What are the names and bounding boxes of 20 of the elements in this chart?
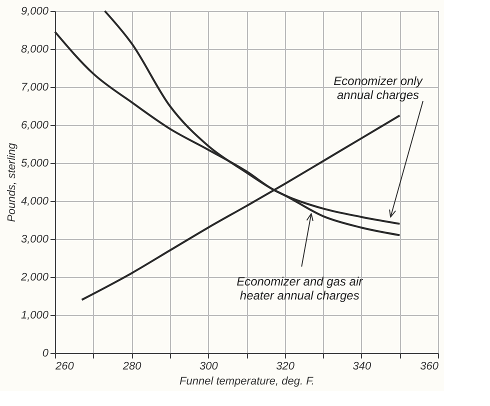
y-tick-label: 5,000 — [20, 158, 50, 170]
annotation: Economizer only annual charges — [334, 74, 424, 102]
y-tick-label: 3,000 — [20, 234, 50, 246]
y-tick-label: 6,000 — [20, 120, 50, 132]
x-tick-label: 360 — [420, 360, 440, 372]
x-tick-label: 280 — [122, 360, 142, 372]
y-tick-label: 8,000 — [20, 44, 50, 56]
y-axis-title: Pounds, sterling — [6, 142, 18, 222]
x-tick-label: 300 — [200, 360, 219, 372]
y-tick-label: 1,000 — [20, 310, 50, 322]
y-tick-label: 0 — [42, 348, 50, 360]
x-axis-title: Funnel temperature, deg. F. — [180, 376, 314, 388]
y-tick-label: 4,000 — [20, 196, 50, 208]
y-tick-label: 7,000 — [20, 82, 50, 94]
x-tick-label: 260 — [54, 360, 75, 372]
annotation: Economizer and gas air heater annual charges — [236, 274, 364, 303]
y-tick-label: 2,000 — [20, 272, 50, 284]
x-tick-label: 320 — [276, 360, 296, 372]
x-tick-label: 340 — [352, 360, 372, 372]
y-tick-label: 9,000 — [20, 6, 50, 18]
